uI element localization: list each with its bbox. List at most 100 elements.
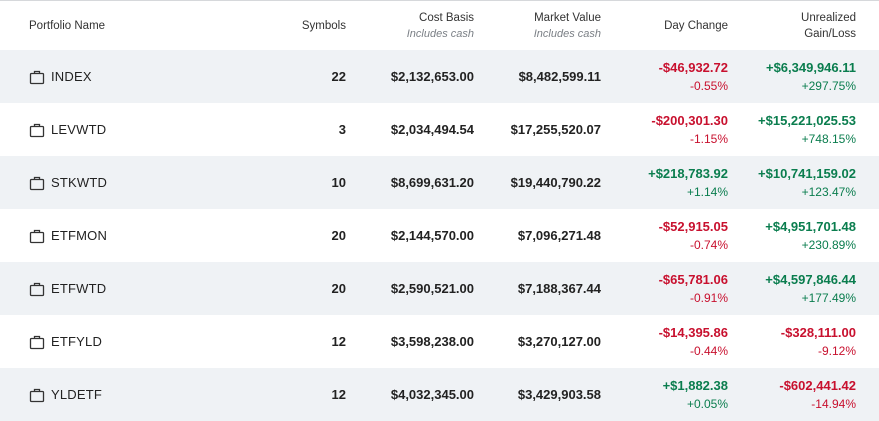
- unrealized-gain-cell: +$10,741,159.02 +123.47%: [728, 165, 856, 201]
- header-portfolio-name-label: Portfolio Name: [29, 19, 106, 32]
- header-cost-basis[interactable]: Cost Basis Includes cash: [346, 10, 474, 42]
- table-body: INDEX 22 $2,132,653.00 $8,482,599.11 -$46,93…: [0, 50, 879, 421]
- header-symbols-label: Symbols: [301, 19, 346, 32]
- header-day-change-label: Day Change: [664, 19, 728, 32]
- table-row[interactable]: INDEX 22 $2,132,653.00 $8,482,599.11 -$46,93…: [0, 50, 879, 103]
- table-row[interactable]: YLDETF 12 $4,032,345.00 $3,429,903.58 +$1,88…: [0, 368, 879, 421]
- header-symbols[interactable]: Symbols: [270, 18, 346, 34]
- header-market-value[interactable]: Market Value Includes cash: [474, 10, 601, 42]
- portfolio-name-cell: INDEX: [0, 69, 270, 85]
- portfolio-name-cell: STKWTD: [0, 175, 270, 191]
- portfolio-name-link[interactable]: STKWTD: [51, 175, 108, 190]
- day-change-amount: -$52,915.05: [658, 218, 728, 234]
- portfolio-name-link[interactable]: YLDETF: [51, 387, 103, 402]
- market-value: $7,096,271.48: [517, 228, 601, 243]
- portfolio-name-link[interactable]: ETFMON: [51, 228, 108, 243]
- day-change-amount: -$200,301.30: [651, 112, 728, 128]
- header-unrealized-label: Unrealized: [801, 11, 856, 24]
- cost-basis-value: $2,590,521.00: [390, 281, 474, 296]
- day-change-cell: -$65,781.06 -0.91%: [601, 271, 728, 307]
- briefcase-icon: [29, 69, 45, 85]
- unrealized-gain-amount: +$15,221,025.53: [758, 112, 856, 128]
- header-portfolio-name[interactable]: Portfolio Name: [0, 18, 270, 34]
- portfolio-name-cell: LEVWTD: [0, 122, 270, 138]
- unrealized-gain-cell: +$6,349,946.11 +297.75%: [728, 59, 856, 95]
- table-row[interactable]: LEVWTD 3 $2,034,494.54 $17,255,520.07 -$200,…: [0, 103, 879, 156]
- briefcase-icon: [29, 175, 45, 191]
- header-cost-basis-label: Cost Basis: [419, 11, 474, 24]
- cost-basis-value: $2,144,570.00: [390, 228, 474, 243]
- symbols-count: 22: [331, 69, 346, 84]
- day-change-amount: -$14,395.86: [658, 324, 728, 340]
- portfolio-name-link[interactable]: ETFWTD: [51, 281, 107, 296]
- header-cost-basis-sublabel: Includes cash: [406, 27, 474, 40]
- day-change-amount: -$46,932.72: [658, 59, 728, 75]
- market-value: $3,270,127.00: [517, 334, 601, 349]
- cost-basis-value: $8,699,631.20: [390, 175, 474, 190]
- header-unrealized-gain-loss[interactable]: Unrealized Gain/Loss: [728, 10, 856, 42]
- briefcase-icon: [29, 281, 45, 297]
- day-change-cell: -$14,395.86 -0.44%: [601, 324, 728, 360]
- portfolio-name-cell: YLDETF: [0, 387, 270, 403]
- portfolio-name-link[interactable]: LEVWTD: [51, 122, 107, 137]
- header-day-change[interactable]: Day Change: [601, 18, 728, 34]
- day-change-percent: -0.74%: [689, 237, 728, 252]
- market-value: $19,440,790.22: [510, 175, 601, 190]
- unrealized-gain-amount: +$6,349,946.11: [765, 59, 856, 75]
- header-gain-loss-label: Gain/Loss: [804, 27, 856, 40]
- portfolio-name-cell: ETFMON: [0, 228, 270, 244]
- briefcase-icon: [29, 387, 45, 403]
- unrealized-gain-percent: -14.94%: [811, 396, 856, 411]
- table-row[interactable]: ETFMON 20 $2,144,570.00 $7,096,271.48 -$52,9…: [0, 209, 879, 262]
- day-change-percent: +1.14%: [686, 184, 728, 199]
- day-change-percent: -1.15%: [689, 131, 728, 146]
- table-row[interactable]: ETFYLD 12 $3,598,238.00 $3,270,127.00 -$14,3…: [0, 315, 879, 368]
- portfolio-name-link[interactable]: INDEX: [51, 69, 92, 84]
- day-change-percent: -0.91%: [689, 290, 728, 305]
- unrealized-gain-amount: -$602,441.42: [779, 377, 856, 393]
- cost-basis-value: $3,598,238.00: [390, 334, 474, 349]
- table-header: Portfolio Name Symbols Cost Basis Includ…: [0, 0, 879, 50]
- table-row[interactable]: STKWTD 10 $8,699,631.20 $19,440,790.22 +$218…: [0, 156, 879, 209]
- briefcase-icon: [29, 334, 45, 350]
- header-market-value-label: Market Value: [534, 11, 601, 24]
- unrealized-gain-percent: +230.89%: [801, 237, 856, 252]
- unrealized-gain-percent: -9.12%: [817, 343, 856, 358]
- table-row[interactable]: ETFWTD 20 $2,590,521.00 $7,188,367.44 -$65,7…: [0, 262, 879, 315]
- briefcase-icon: [29, 228, 45, 244]
- market-value: $7,188,367.44: [517, 281, 601, 296]
- day-change-percent: +0.05%: [686, 396, 728, 411]
- market-value: $8,482,599.11: [518, 69, 601, 84]
- briefcase-icon: [29, 122, 45, 138]
- portfolio-name-cell: ETFYLD: [0, 334, 270, 350]
- unrealized-gain-amount: +$10,741,159.02: [758, 165, 856, 181]
- market-value: $3,429,903.58: [517, 387, 601, 402]
- unrealized-gain-cell: -$328,111.00 -9.12%: [728, 324, 856, 360]
- cost-basis-value: $4,032,345.00: [390, 387, 474, 402]
- portfolio-name-link[interactable]: ETFYLD: [51, 334, 103, 349]
- unrealized-gain-cell: +$4,951,701.48 +230.89%: [728, 218, 856, 254]
- unrealized-gain-percent: +123.47%: [801, 184, 856, 199]
- unrealized-gain-amount: +$4,597,846.44: [765, 271, 856, 287]
- day-change-amount: +$1,882.38: [662, 377, 728, 393]
- portfolio-name-cell: ETFWTD: [0, 281, 270, 297]
- symbols-count: 12: [331, 387, 346, 402]
- day-change-cell: -$46,932.72 -0.55%: [601, 59, 728, 95]
- cost-basis-value: $2,034,494.54: [390, 122, 474, 137]
- unrealized-gain-amount: -$328,111.00: [780, 324, 856, 340]
- header-market-value-sublabel: Includes cash: [533, 27, 601, 40]
- symbols-count: 20: [331, 228, 346, 243]
- unrealized-gain-percent: +177.49%: [801, 290, 856, 305]
- day-change-cell: +$1,882.38 +0.05%: [601, 377, 728, 413]
- day-change-percent: -0.44%: [689, 343, 728, 358]
- day-change-percent: -0.55%: [689, 78, 728, 93]
- unrealized-gain-cell: +$15,221,025.53 +748.15%: [728, 112, 856, 148]
- unrealized-gain-cell: +$4,597,846.44 +177.49%: [728, 271, 856, 307]
- unrealized-gain-cell: -$602,441.42 -14.94%: [728, 377, 856, 413]
- market-value: $17,255,520.07: [510, 122, 601, 137]
- cost-basis-value: $2,132,653.00: [390, 69, 474, 84]
- symbols-count: 3: [338, 122, 346, 137]
- day-change-cell: -$52,915.05 -0.74%: [601, 218, 728, 254]
- day-change-amount: -$65,781.06: [658, 271, 728, 287]
